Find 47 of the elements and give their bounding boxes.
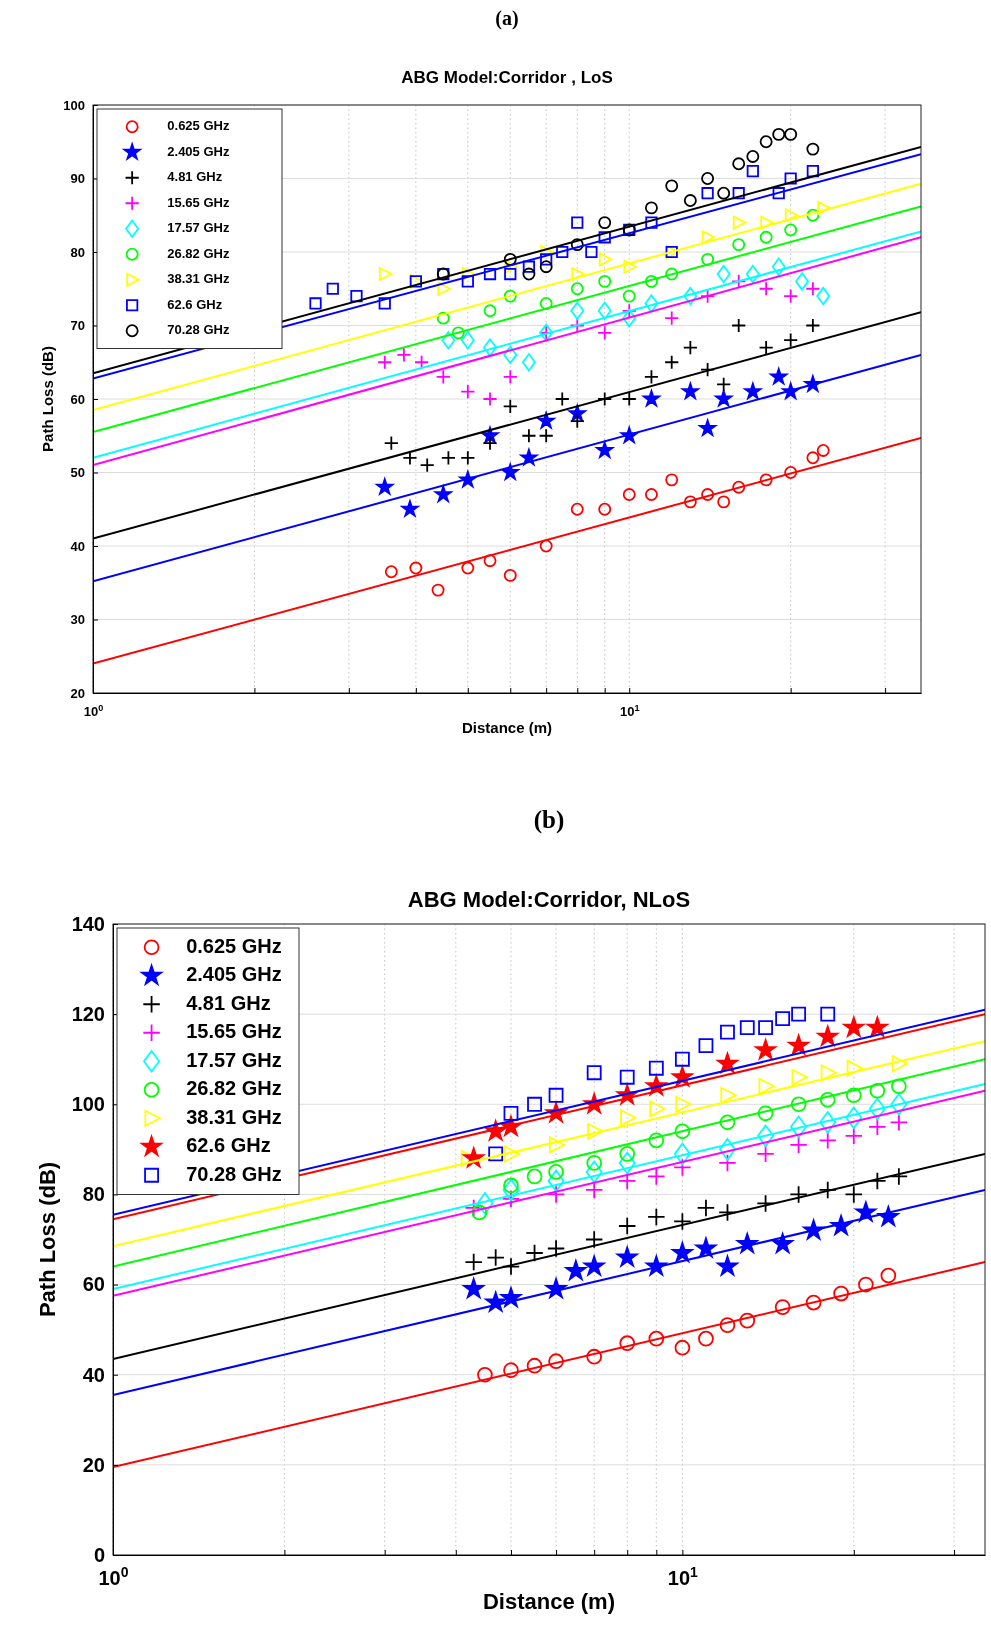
x-tick-label: 10$^{0}$ <box>98 1564 129 1589</box>
y-tick-label: 60 <box>82 1273 105 1296</box>
text: (b) <box>533 805 565 834</box>
y-tick-label: 50 <box>70 465 85 481</box>
legend-label: 38.31 GHz <box>167 271 230 287</box>
legend-label: 0.625 GHz <box>167 118 230 134</box>
y-axis-title: Path Loss (dB) <box>35 1161 60 1318</box>
y-axis-title: Path Loss (dB) <box>38 346 56 452</box>
y-tick-label: 20 <box>70 685 85 701</box>
x-axis-title: Distance (m) <box>482 1589 616 1614</box>
y-tick-label: 40 <box>82 1363 105 1386</box>
legend-label: 38.31 GHz <box>186 1105 282 1128</box>
legend-label: 2.405 GHz <box>167 143 230 159</box>
y-tick-label: 100 <box>63 97 85 113</box>
legend-label: 26.82 GHz <box>186 1077 282 1100</box>
x-tick-label: 10$^{1}$ <box>619 703 640 719</box>
legend-label: 4.81 GHz <box>167 169 223 185</box>
legend-label: 26.82 GHz <box>167 245 230 261</box>
y-tick-label: 0 <box>93 1543 105 1566</box>
y-tick-label: 70 <box>70 318 85 334</box>
y-tick-label: 80 <box>82 1183 105 1206</box>
x-tick-label: 10$^{0}$ <box>83 703 104 719</box>
chart-title: ABG Model:Corridor , LoS <box>401 68 613 87</box>
x-tick-label: 10$^{1}$ <box>667 1564 699 1589</box>
legend-label: 2.405 GHz <box>186 963 282 986</box>
legend-label: 0.625 GHz <box>186 934 282 957</box>
y-tick-label: 100 <box>71 1093 105 1116</box>
legend-label: 17.57 GHz <box>167 220 230 236</box>
text: (a) <box>495 6 519 30</box>
x-axis-title: Distance (m) <box>461 719 553 736</box>
legend-label: 4.81 GHz <box>186 991 271 1014</box>
y-tick-label: 30 <box>70 612 85 628</box>
y-tick-label: 20 <box>82 1453 105 1476</box>
y-tick-label: 120 <box>71 1003 105 1026</box>
y-tick-label: 140 <box>71 912 105 935</box>
legend-label: 70.28 GHz <box>167 322 230 338</box>
legend-label: 17.57 GHz <box>186 1048 282 1071</box>
legend-label: 62.6 GHz <box>186 1134 271 1157</box>
legend-label: 15.65 GHz <box>167 194 230 210</box>
y-tick-label: 80 <box>70 244 85 260</box>
y-tick-label: 60 <box>70 391 85 407</box>
legend-label: 70.28 GHz <box>186 1162 282 1185</box>
y-tick-label: 90 <box>70 171 85 187</box>
legend-label: 15.65 GHz <box>186 1020 282 1043</box>
legend-label: 62.6 GHz <box>167 296 223 312</box>
chart-title: ABG Model:Corridor, NLoS <box>407 887 691 912</box>
y-tick-label: 40 <box>70 538 85 554</box>
